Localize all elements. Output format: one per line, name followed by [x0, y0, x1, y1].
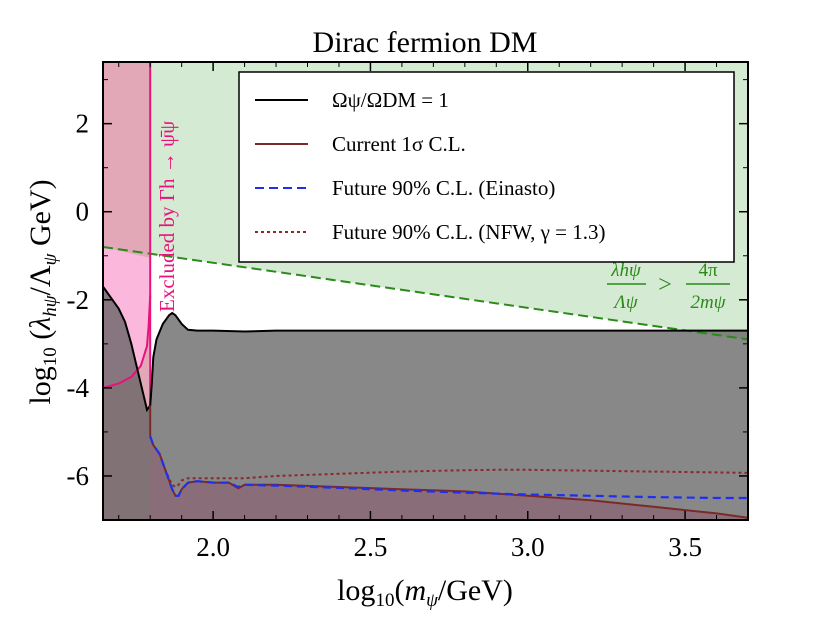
current-limit-region: [150, 436, 748, 520]
perturbativity-label: λhψ Λψ > 4π 2mψ: [607, 260, 730, 313]
perturbativity-lhs-den: Λψ: [612, 292, 638, 313]
legend-label-nfw: Future 90% C.L. (NFW, γ = 1.3): [332, 220, 606, 244]
series-line-relic: [103, 286, 748, 413]
perturbativity-lhs-num: λhψ: [610, 260, 642, 281]
series-line-einasto: [149, 435, 748, 500]
y-tick-label: -2: [67, 285, 90, 315]
perturbativity-rhs-den: 2mψ: [690, 292, 726, 313]
series-line-nfw: [149, 435, 748, 489]
relic-excluded-region: [103, 286, 748, 520]
legend-box: [238, 71, 735, 263]
x-tick-label: 2.0: [196, 532, 230, 562]
legend-label-einasto: Future 90% C.L. (Einasto): [332, 176, 555, 200]
y-tick-label: -4: [67, 373, 90, 403]
y-tick-label: -6: [67, 461, 90, 491]
higgs-boundary-curve: [103, 295, 152, 389]
y-tick-label: 0: [76, 197, 90, 227]
perturbativity-op: >: [658, 272, 672, 298]
plot-frame: [102, 61, 749, 521]
legend-label-current: Current 1σ C.L.: [332, 132, 466, 156]
legend: Ωψ/ΩDM = 1 Current 1σ C.L. Future 90% C.L.…: [238, 71, 735, 263]
perturbativity-line: [103, 246, 748, 341]
x-tick-label: 3.5: [668, 532, 702, 562]
axis-ticks: 2.0 2.5 3.0 3.5 2 0 -2 -4 -6: [67, 62, 748, 562]
x-tick-label: 3.0: [511, 532, 545, 562]
legend-label-relic: Ωψ/ΩDM = 1: [332, 88, 449, 112]
perturbativity-rhs-num: 4π: [698, 260, 718, 281]
y-axis-label: log10 (λhψ/Λψ GeV): [24, 179, 61, 404]
x-tick-label: 2.5: [354, 532, 388, 562]
y-tick-label: 2: [76, 109, 90, 139]
chart-title: Dirac fermion DM: [313, 26, 538, 59]
x-axis-label: log10(mψ/GeV): [337, 574, 513, 611]
higgs-exclusion-label: Excluded by Γh → ψ̄ψ: [155, 121, 179, 312]
